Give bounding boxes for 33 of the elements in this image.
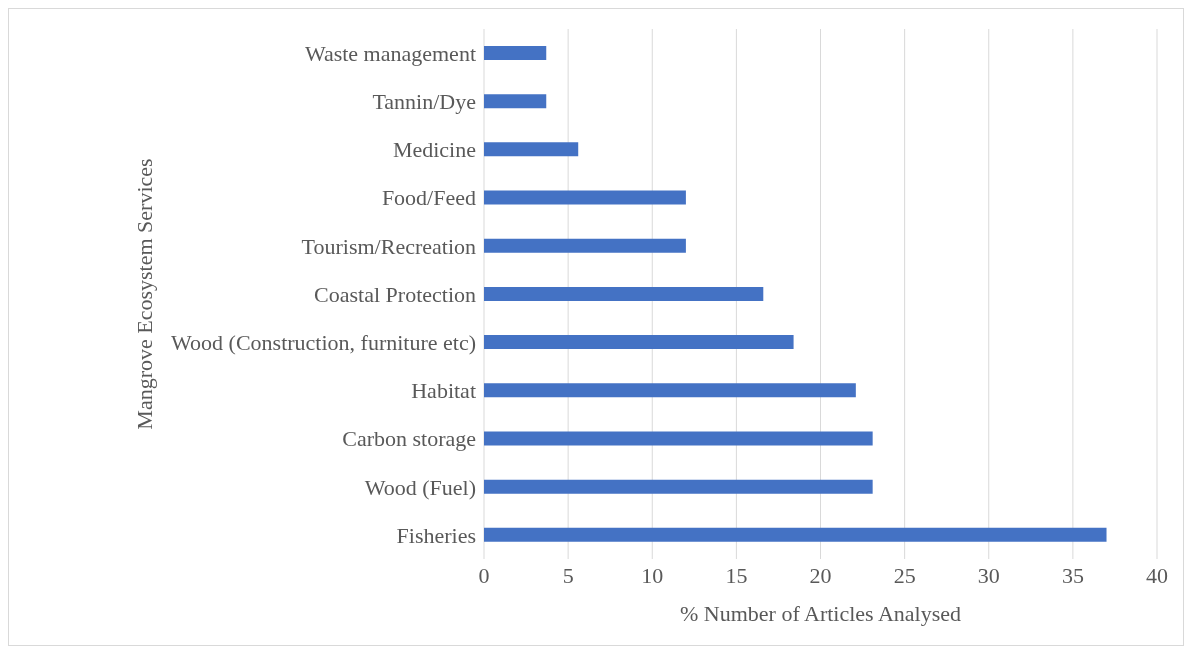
y-tick-label: Habitat <box>411 378 476 404</box>
x-tick-label: 5 <box>562 562 574 588</box>
bar <box>484 527 1107 542</box>
bar <box>484 479 873 494</box>
y-tick-label: Food/Feed <box>381 185 476 211</box>
y-tick-label: Coastal Protection <box>314 281 476 307</box>
bar <box>484 46 547 60</box>
x-tick-label: 10 <box>641 562 664 588</box>
bar <box>484 190 686 205</box>
bar <box>484 142 579 157</box>
y-axis-title: Mangrove Ecosystem Services <box>131 158 157 430</box>
y-tick-label: Tourism/Recreation <box>301 233 476 259</box>
bar <box>484 94 547 109</box>
y-tick-label: Wood (Fuel) <box>364 474 476 500</box>
x-tick-label: 20 <box>809 562 832 588</box>
x-tick-label: 25 <box>893 562 916 588</box>
bar <box>484 335 794 350</box>
x-tick-label: 30 <box>977 562 1000 588</box>
x-tick-label: 35 <box>1061 562 1084 588</box>
y-tick-label: Carbon storage <box>342 426 476 452</box>
y-tick-label: Medicine <box>392 137 476 163</box>
y-tick-label: Fisheries <box>396 522 476 548</box>
y-tick-label: Wood (Construction, furniture etc) <box>171 329 476 355</box>
y-tick-label: Waste management <box>304 40 476 66</box>
x-tick-label: 15 <box>725 562 748 588</box>
bar <box>484 431 873 446</box>
bar <box>484 238 686 253</box>
x-tick-label: 0 <box>478 562 490 588</box>
x-axis-title: % Number of Articles Analysed <box>679 601 962 626</box>
bar <box>484 286 764 301</box>
x-tick-label: 40 <box>1146 562 1168 588</box>
y-tick-label: Tannin/Dye <box>372 89 476 115</box>
bar <box>484 383 856 398</box>
